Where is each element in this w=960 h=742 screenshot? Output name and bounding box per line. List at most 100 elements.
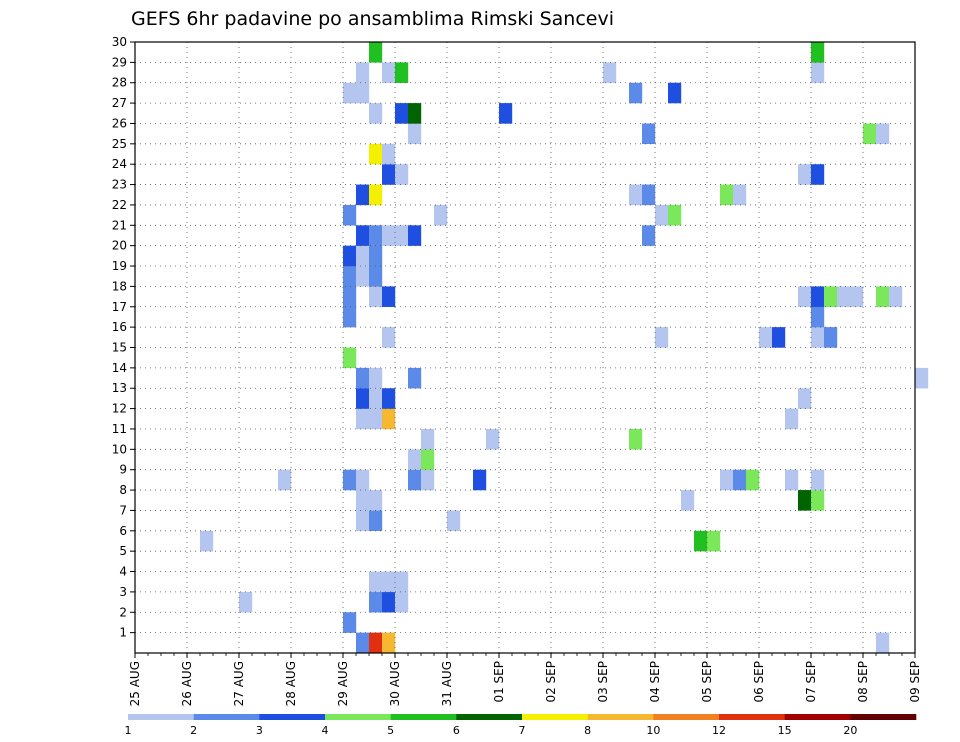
precip-cell xyxy=(382,225,396,246)
y-tick-label: 12 xyxy=(112,402,127,416)
precip-cell xyxy=(863,123,877,145)
precip-cell xyxy=(382,164,396,185)
precip-cell xyxy=(382,143,396,165)
colorbar-segment xyxy=(522,714,588,720)
precip-cell xyxy=(369,591,383,613)
precip-cell xyxy=(343,612,357,633)
precip-cell xyxy=(668,204,682,226)
precip-cell xyxy=(720,469,734,491)
colorbar-label: 5 xyxy=(387,724,394,737)
precip-cell xyxy=(798,164,812,185)
precip-cell xyxy=(369,632,383,654)
precip-cell xyxy=(356,367,370,389)
precip-cell xyxy=(408,103,422,124)
precip-cell xyxy=(356,632,370,654)
precip-cell xyxy=(343,204,357,226)
precip-cell xyxy=(655,204,669,226)
precip-cell xyxy=(395,591,409,613)
y-tick-label: 22 xyxy=(112,198,127,212)
precip-cell xyxy=(876,286,890,307)
y-tick-label: 21 xyxy=(112,218,127,232)
colorbar-segment xyxy=(193,714,260,720)
colorbar-segment xyxy=(850,714,917,720)
precip-cell xyxy=(278,469,292,491)
precip-cell xyxy=(811,164,825,185)
precip-cell xyxy=(356,510,370,531)
precip-cell xyxy=(642,225,656,246)
precip-cell xyxy=(629,428,643,450)
y-tick-label: 8 xyxy=(119,483,127,497)
colorbar-label: 20 xyxy=(843,724,857,737)
colorbar-label: 4 xyxy=(322,724,329,737)
precip-cell xyxy=(369,367,383,389)
precip-cell xyxy=(369,184,383,206)
precip-cell xyxy=(369,408,383,430)
precip-cell xyxy=(382,327,396,348)
x-tick-label: 25 AUG xyxy=(128,661,142,706)
precip-cell xyxy=(343,245,357,267)
y-tick-label: 19 xyxy=(112,259,127,273)
x-tick-label: 28 AUG xyxy=(284,661,298,706)
precip-cell xyxy=(408,469,422,491)
precip-cell xyxy=(720,184,734,206)
precip-cell xyxy=(824,327,838,348)
precip-cell xyxy=(837,286,851,307)
grid-layer xyxy=(135,41,915,653)
precip-cell xyxy=(811,42,825,63)
y-tick-label: 13 xyxy=(112,381,127,395)
precip-cell xyxy=(850,286,864,307)
precip-cell xyxy=(694,530,708,552)
y-tick-label: 29 xyxy=(112,55,127,69)
x-tick-label: 29 AUG xyxy=(336,661,350,706)
precip-cell xyxy=(915,367,929,389)
precip-cell xyxy=(395,62,409,83)
precip-cell xyxy=(382,408,396,430)
y-tick-label: 17 xyxy=(112,300,127,314)
precip-cell xyxy=(239,591,253,613)
x-tick-label: 04 SEP xyxy=(648,661,662,703)
precip-cell xyxy=(811,62,825,83)
y-tick-label: 2 xyxy=(119,605,127,619)
precip-cell xyxy=(343,347,357,369)
precip-cell xyxy=(382,286,396,307)
x-tick-label: 05 SEP xyxy=(700,661,714,703)
precip-cell xyxy=(798,490,812,511)
precip-cell xyxy=(408,449,422,470)
precip-cell xyxy=(343,266,357,287)
precip-cell xyxy=(356,408,370,430)
precip-cell xyxy=(395,164,409,185)
precip-cell xyxy=(785,469,799,491)
y-tick-label: 7 xyxy=(119,503,127,517)
precip-cell xyxy=(824,286,838,307)
y-tick-label: 5 xyxy=(119,544,127,558)
precip-cell xyxy=(369,571,383,593)
x-tick-label: 30 AUG xyxy=(388,661,402,706)
y-tick-label: 18 xyxy=(112,279,127,293)
precip-cell xyxy=(382,591,396,613)
precip-cell xyxy=(408,367,422,389)
colorbar-label: 8 xyxy=(584,724,591,737)
y-tick-label: 9 xyxy=(119,463,127,477)
y-tick-label: 26 xyxy=(112,116,127,130)
precip-cell xyxy=(434,204,448,226)
precip-cell xyxy=(759,327,773,348)
colorbar-segment xyxy=(456,714,523,720)
x-axis-ticks: 25 AUG 26 AUG 27 AUG 28 AUG 29 AUG 30 AUG 31 A… xyxy=(128,653,922,706)
precip-cell xyxy=(369,286,383,307)
precip-cell xyxy=(408,123,422,145)
x-tick-label: 07 SEP xyxy=(804,661,818,703)
precip-cell xyxy=(369,510,383,531)
colorbar-segment xyxy=(784,714,851,720)
y-tick-label: 24 xyxy=(112,157,127,171)
precip-cell xyxy=(369,42,383,63)
precip-cell xyxy=(408,225,422,246)
precip-cell xyxy=(655,327,669,348)
precip-cell xyxy=(876,123,890,145)
precip-cell xyxy=(395,571,409,593)
colorbar-label: 6 xyxy=(453,724,460,737)
precip-cell xyxy=(356,245,370,267)
y-axis-ticks: 1234567891011121314151617181920212223242… xyxy=(112,35,135,640)
precip-cell xyxy=(382,571,396,593)
colorbar-segment xyxy=(653,714,720,720)
colorbar-segment xyxy=(719,714,785,720)
